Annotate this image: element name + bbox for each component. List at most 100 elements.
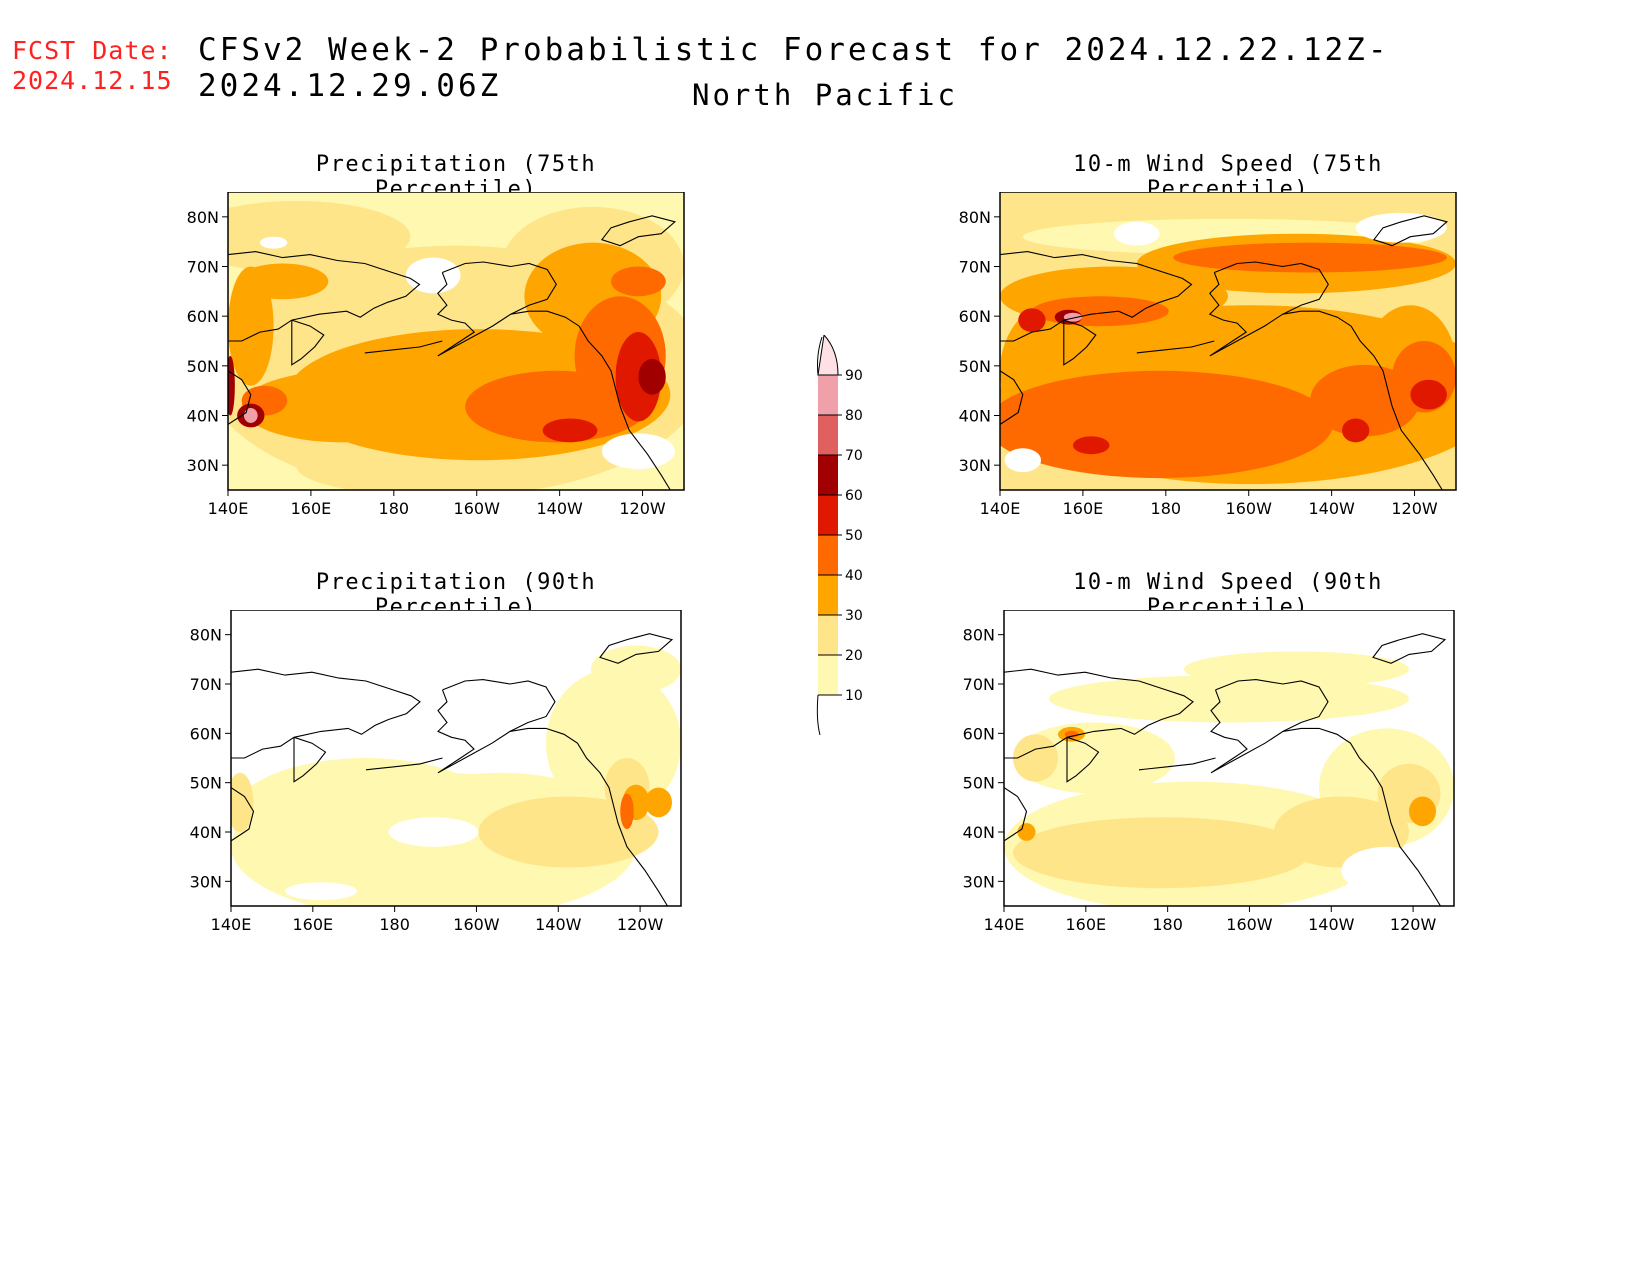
lon-label: 140W (1308, 915, 1355, 934)
colorbar-bottom-cap (816, 694, 821, 736)
colorbar-edge (817, 336, 823, 376)
colorbar-segment (818, 615, 838, 655)
below-threshold-area (285, 882, 357, 901)
probability-contour (611, 266, 666, 297)
probability-contour (228, 266, 274, 386)
lon-label: 140E (984, 915, 1025, 934)
lat-label: 80N (963, 626, 995, 645)
lon-label: 140E (980, 499, 1021, 518)
lon-label: 140E (208, 499, 249, 518)
lat-label: 30N (190, 872, 222, 891)
below-threshold-area (601, 433, 675, 470)
probability-contour (1031, 296, 1169, 327)
coastline-aleutians (365, 757, 443, 771)
lat-label: 70N (190, 675, 222, 694)
lon-label: 160E (1065, 915, 1106, 934)
map-frame (999, 192, 1457, 491)
coastline-aleutians (1136, 340, 1215, 354)
coastline-islands (1372, 215, 1449, 247)
coastline-alaska (1208, 261, 1329, 357)
lat-label: 50N (963, 774, 995, 793)
lon-label: 140W (535, 915, 582, 934)
coastline-islands (1372, 633, 1447, 664)
page-subtitle: North Pacific (692, 78, 958, 112)
coastline-nwcoast (1282, 310, 1443, 490)
probability-contour (241, 370, 443, 443)
lat-label: 70N (963, 675, 995, 694)
coastline-alaska (437, 679, 556, 774)
below-threshold-area (1004, 448, 1042, 473)
probability-contour (1410, 379, 1447, 410)
colorbar-label: 90 (845, 368, 863, 384)
coastline-japan (231, 787, 255, 842)
colorbar-label: 40 (845, 568, 863, 584)
colorbar-label: 80 (845, 408, 863, 424)
lat-label: 60N (959, 307, 991, 326)
coastline-nwcoast (509, 727, 668, 906)
coastline-alaska (436, 261, 557, 357)
lat-label: 40N (190, 823, 222, 842)
probability-contour (1017, 823, 1036, 841)
coastline-japan (1004, 787, 1028, 842)
probability-contour (1409, 796, 1436, 827)
lat-label: 80N (187, 208, 219, 227)
lat-label: 60N (190, 724, 222, 743)
colorbar-label: 50 (845, 528, 863, 544)
map-panel-wind-90: 80N 70N 60N 50N 40N 30N 140E 160E 180 160W 140W 120… (944, 610, 1464, 946)
map-panel-precip-90: 80N 70N 60N 50N 40N 30N 140E 160E 180 160W 140W 120… (171, 610, 691, 946)
below-threshold-area (405, 257, 461, 294)
coastline-siberia (1004, 668, 1194, 759)
lon-label: 140E (211, 915, 252, 934)
below-threshold-area (1355, 212, 1447, 243)
lon-label: 120W (1391, 499, 1438, 518)
colorbar-label: 20 (845, 648, 863, 664)
lat-label: 30N (963, 872, 995, 891)
lat-label: 80N (190, 626, 222, 645)
lat-label: 40N (187, 407, 219, 426)
coastline-islands (599, 633, 674, 664)
probability-contour (620, 793, 634, 830)
lon-label: 180 (379, 499, 410, 518)
lat-label: 50N (959, 357, 991, 376)
lat-label: 30N (959, 456, 991, 475)
lon-label: 160W (453, 915, 500, 934)
coastline-kamchatka (1066, 736, 1100, 783)
probability-contour (1013, 734, 1058, 782)
panel-title-precip-75: Precipitation (75th Percentile) (315, 152, 597, 202)
lon-label: 140W (536, 499, 583, 518)
lon-label: 160E (292, 915, 333, 934)
colorbar-segment (818, 655, 838, 695)
lat-label: 40N (963, 823, 995, 842)
probability-contour (228, 355, 235, 416)
lon-label: 120W (619, 499, 666, 518)
lon-label: 120W (617, 915, 664, 934)
map-frame (230, 610, 682, 907)
colorbar-segment (818, 575, 838, 615)
page-title: CFSv2 Week-2 Probabilistic Forecast for … (198, 32, 1390, 104)
coastline-nwcoast (1282, 727, 1441, 906)
below-threshold-area (1114, 221, 1160, 246)
probability-contour (591, 645, 681, 693)
lat-label: 70N (187, 258, 219, 277)
below-threshold-area (259, 236, 288, 249)
lat-label: 50N (190, 774, 222, 793)
lon-label: 160W (1226, 499, 1273, 518)
lat-label: 30N (187, 456, 219, 475)
lat-label: 60N (963, 724, 995, 743)
probability-contour (638, 358, 666, 395)
colorbar-label: 70 (845, 448, 863, 464)
colorbar-label: 60 (845, 488, 863, 504)
probability-contour (542, 418, 598, 443)
lon-label: 160W (454, 499, 501, 518)
map-frame (227, 192, 685, 491)
probability-contour (1342, 418, 1370, 443)
coastline-alaska (1210, 679, 1329, 774)
colorbar: 10 20 30 40 50 60 70 80 90 (810, 335, 870, 755)
colorbar-segment (818, 455, 838, 495)
coastline-japan (1000, 370, 1024, 425)
probability-contour (1072, 436, 1110, 455)
lon-label: 140W (1308, 499, 1355, 518)
lon-label: 160E (1063, 499, 1104, 518)
coastline-islands (600, 215, 677, 247)
coastline-aleutians (364, 340, 443, 354)
